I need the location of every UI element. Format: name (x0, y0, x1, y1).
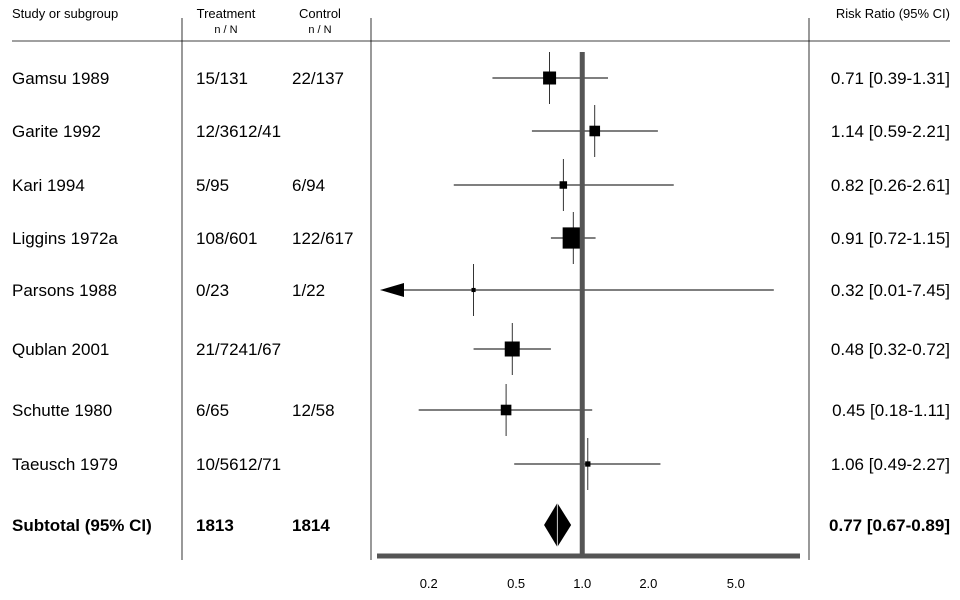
point-square (471, 287, 476, 293)
x-tick-label: 0.2 (420, 576, 438, 591)
treatment-value: 15/131 (196, 69, 248, 88)
subtotal-name: Subtotal (95% CI) (12, 516, 152, 535)
study-name: Garite 1992 (12, 122, 101, 141)
subtotal-control: 1814 (292, 516, 330, 535)
risk-ratio-value: 0.32 [0.01-7.45] (831, 281, 950, 300)
control-value: 22/137 (292, 69, 344, 88)
study-rows: Gamsu 1989 15/131 22/137 0.71 [0.39-1.31] Ga… (12, 69, 950, 535)
control-value: 122/617 (292, 229, 353, 248)
study-name: Kari 1994 (12, 176, 85, 195)
control-value: 6/94 (292, 176, 325, 195)
control-value: 12/58 (292, 401, 335, 420)
point-square (589, 125, 601, 137)
x-axis: 0.2 0.5 1.0 2.0 5.0 (377, 553, 800, 591)
risk-ratio-value: 0.71 [0.39-1.31] (831, 69, 950, 88)
chart-marks (380, 52, 774, 556)
header-control: Control (299, 6, 341, 21)
study-name: Qublan 2001 (12, 340, 109, 359)
header-control-nn: n / N (308, 24, 331, 36)
study-name: Taeusch 1979 (12, 455, 118, 474)
risk-ratio-value: 0.45 [0.18-1.11] (832, 401, 950, 420)
control-value: 1/22 (292, 281, 325, 300)
header-risk-ratio: Risk Ratio (95% CI) (836, 6, 950, 21)
treatment-value: 21/7241/67 (196, 340, 281, 359)
risk-ratio-value: 0.48 [0.32-0.72] (831, 340, 950, 359)
header-treatment-nn: n / N (214, 24, 237, 36)
risk-ratio-value: 1.06 [0.49-2.27] (831, 455, 950, 474)
treatment-value: 6/65 (196, 401, 229, 420)
x-tick-label: 2.0 (639, 576, 657, 591)
point-square (559, 181, 568, 189)
treatment-value: 12/3612/41 (196, 122, 281, 141)
header-study: Study or subgroup (12, 6, 118, 21)
point-square (500, 404, 512, 416)
treatment-value: 0/23 (196, 281, 229, 300)
treatment-value: 10/5612/71 (196, 455, 281, 474)
risk-ratio-value: 0.82 [0.26-2.61] (831, 176, 950, 195)
treatment-value: 108/601 (196, 229, 257, 248)
risk-ratio-value: 1.14 [0.59-2.21] (831, 122, 950, 141)
point-square (562, 227, 584, 249)
ci-arrow-left (380, 283, 404, 297)
point-square (504, 341, 520, 357)
study-name: Schutte 1980 (12, 401, 112, 420)
x-tick-label: 5.0 (727, 576, 745, 591)
header-treatment: Treatment (197, 6, 256, 21)
subtotal-risk-ratio: 0.77 [0.67-0.89] (829, 516, 950, 535)
study-name: Liggins 1972a (12, 229, 118, 248)
point-square (585, 461, 591, 467)
study-name: Parsons 1988 (12, 281, 117, 300)
treatment-value: 5/95 (196, 176, 229, 195)
point-square (543, 71, 557, 85)
x-tick-label: 0.5 (507, 576, 525, 591)
subtotal-treatment: 1813 (196, 516, 234, 535)
x-tick-label: 1.0 (573, 576, 591, 591)
study-name: Gamsu 1989 (12, 69, 109, 88)
risk-ratio-value: 0.91 [0.72-1.15] (831, 229, 950, 248)
